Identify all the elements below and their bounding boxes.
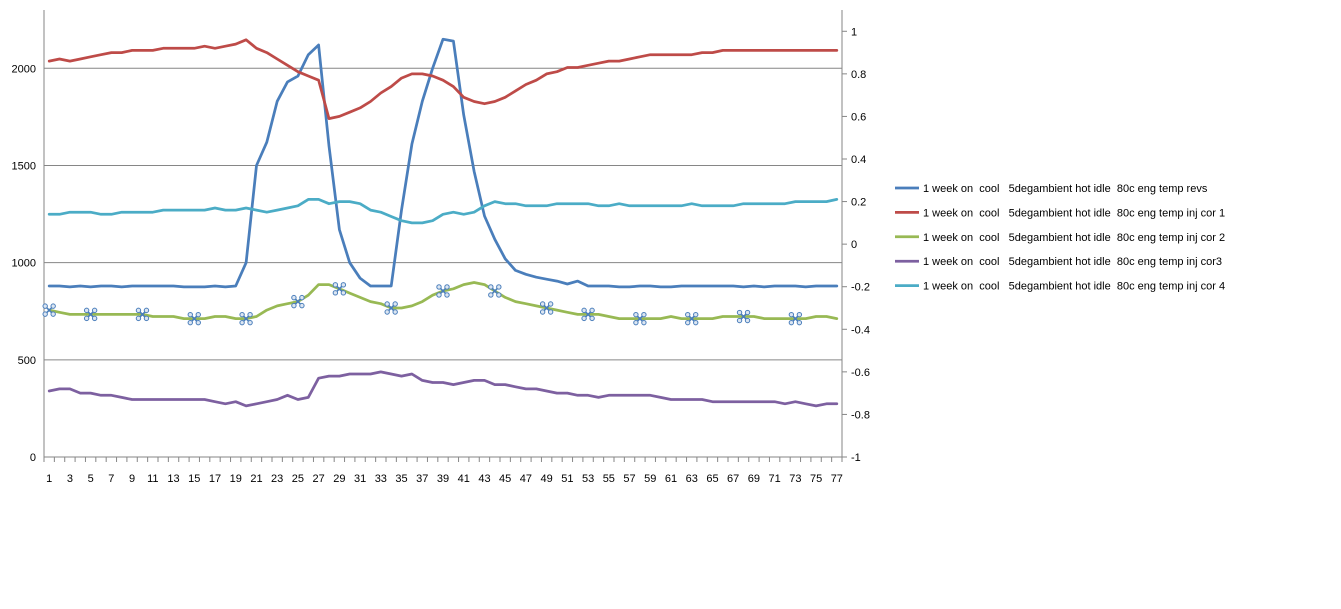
- series-marker: [187, 311, 201, 326]
- x-tick-label: 23: [271, 473, 283, 485]
- x-tick-label: 47: [520, 473, 532, 485]
- series-marker: [633, 311, 647, 326]
- legend-label-5: 1 week on cool 5degambient hot idle 80c …: [923, 281, 1225, 293]
- series-line-5: [47, 198, 839, 225]
- series-lines: [47, 37, 839, 408]
- x-tick-label: 77: [831, 473, 843, 485]
- series-marker: [685, 311, 699, 326]
- series-line-4: [47, 370, 839, 408]
- x-tick-label: 33: [375, 473, 387, 485]
- x-tick-label: 21: [250, 473, 262, 485]
- y-right-tick-label: 0.6: [851, 111, 866, 123]
- x-tick-label: 11: [147, 473, 158, 485]
- x-tick-label: 39: [437, 473, 449, 485]
- x-tick-label: 73: [789, 473, 801, 485]
- legend: 1 week on cool 5degambient hot idle 80c …: [895, 183, 1225, 293]
- x-tick-label: 13: [167, 473, 179, 485]
- series-marker: [83, 307, 98, 322]
- x-tick-label: 71: [769, 473, 781, 485]
- series-marker: [436, 284, 450, 298]
- y-right-tick-label: 0.2: [851, 197, 866, 209]
- series-marker: [736, 309, 751, 324]
- y-left-tick-label: 1500: [12, 160, 36, 172]
- x-tick-label: 75: [810, 473, 822, 485]
- x-tick-label: 29: [333, 473, 345, 485]
- x-tick-label: 61: [665, 473, 677, 485]
- y-right-tick-label: 0: [851, 239, 857, 251]
- series-marker: [135, 307, 150, 322]
- legend-label-3: 1 week on cool 5degambient hot idle 80c …: [923, 232, 1225, 244]
- x-tick-label: 3: [67, 473, 73, 485]
- x-tick-label: 19: [230, 473, 242, 485]
- x-tick-label: 43: [478, 473, 490, 485]
- x-tick-label: 63: [686, 473, 698, 485]
- x-tick-label: 41: [458, 473, 470, 485]
- x-tick-label: 55: [603, 473, 615, 485]
- series-marker: [581, 307, 595, 322]
- x-tick-label: 53: [582, 473, 594, 485]
- x-tick-label: 17: [209, 473, 221, 485]
- x-tick-label: 57: [623, 473, 635, 485]
- series-marker: [291, 294, 305, 309]
- x-tick-label: 37: [416, 473, 428, 485]
- y-left-tick-label: 1000: [12, 258, 36, 270]
- legend-label-4: 1 week on cool 5degambient hot idle 80c …: [923, 256, 1222, 268]
- x-tick-label: 15: [188, 473, 200, 485]
- y-right-tick-label: -1: [851, 452, 861, 464]
- x-tick-label: 35: [395, 473, 407, 485]
- y-right-tick-label: 0.8: [851, 69, 866, 81]
- y-right-tick-label: -0.2: [851, 282, 870, 294]
- axes: 0 500 1000 1500 2000 -1 -0.8 -0.6 -0.4 -0.2 0 0.2 0.…: [12, 10, 870, 485]
- x-tick-label: 27: [313, 473, 325, 485]
- x-tick-label: 9: [129, 473, 135, 485]
- x-tick-label: 45: [499, 473, 511, 485]
- series-marker: [42, 303, 56, 317]
- x-tick-label: 25: [292, 473, 304, 485]
- x-tick-label: 7: [108, 473, 114, 485]
- y-left-tick-label: 500: [18, 355, 36, 367]
- series-marker: [239, 311, 253, 326]
- y-right-tick-label: 0.4: [851, 154, 866, 166]
- x-tick-label: 31: [354, 473, 366, 485]
- series-line-1: [47, 37, 839, 289]
- legend-label-1: 1 week on cool 5degambient hot idle 80c …: [923, 183, 1208, 195]
- series-marker: [332, 282, 347, 296]
- x-tick-label: 51: [561, 473, 573, 485]
- series-marker: [788, 311, 803, 326]
- x-tick-label: 49: [541, 473, 553, 485]
- y-right-tick-label: -0.4: [851, 324, 870, 336]
- series-markers: [42, 282, 803, 326]
- y-right-tick-label: 1: [851, 26, 857, 38]
- legend-label-2: 1 week on cool 5degambient hot idle 80c …: [923, 207, 1225, 219]
- x-tick-label: 5: [88, 473, 94, 485]
- y-left-tick-label: 2000: [12, 63, 36, 75]
- x-tick-label: 67: [727, 473, 739, 485]
- gridlines: [44, 67, 842, 361]
- series-line-3: [47, 281, 839, 320]
- x-tick-label: 69: [748, 473, 760, 485]
- x-tick-label: 59: [644, 473, 656, 485]
- x-tick-label: 1: [46, 473, 52, 485]
- series-line-2: [47, 38, 839, 120]
- series-marker: [539, 301, 554, 315]
- y-right-tick-label: -0.8: [851, 409, 870, 421]
- y-left-tick-label: 0: [30, 452, 36, 464]
- y-right-tick-label: -0.6: [851, 367, 870, 379]
- series-marker: [488, 284, 502, 298]
- series-marker: [384, 301, 398, 315]
- x-tick-label: 65: [706, 473, 718, 485]
